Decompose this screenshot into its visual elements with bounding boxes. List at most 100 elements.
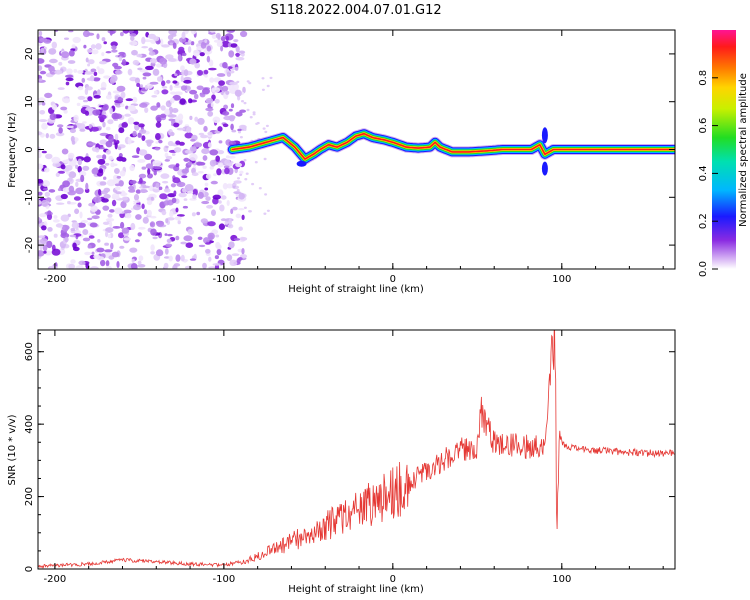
y-tick-label: 0 xyxy=(24,146,35,152)
noise-speckle xyxy=(208,31,216,35)
noise-speckle xyxy=(182,205,188,209)
signal-blob xyxy=(541,127,548,144)
noise-speckle xyxy=(232,206,238,211)
noise-speckle xyxy=(200,134,208,139)
noise-speckle xyxy=(231,253,240,257)
noise-speckle xyxy=(96,33,100,40)
noise-speckle xyxy=(82,121,87,124)
snr-ticks: -200 -100 0 100 0 200 400 600 xyxy=(24,330,675,585)
noise-speckle xyxy=(155,249,164,257)
noise-speckle xyxy=(143,39,152,43)
noise-speckle xyxy=(189,58,197,65)
noise-speckle xyxy=(135,189,141,194)
noise-speckle xyxy=(139,102,148,108)
noise-speckle xyxy=(38,65,43,71)
noise-speckle xyxy=(139,129,147,134)
noise-speckle xyxy=(210,102,214,108)
noise-speckle xyxy=(189,146,197,152)
colorbar-label: Normalized spectral amplitude xyxy=(738,73,749,227)
noise-speckle xyxy=(142,72,152,77)
noise-speckle xyxy=(117,146,122,151)
noise-speckle xyxy=(204,182,209,187)
noise-speckle xyxy=(100,87,107,91)
noise-speckle xyxy=(123,209,132,214)
noise-speckle xyxy=(53,215,58,219)
noise-speckle xyxy=(141,135,146,142)
noise-speckle xyxy=(132,96,138,103)
noise-speckle xyxy=(235,111,243,117)
noise-speckle xyxy=(131,155,140,159)
noise-speckle xyxy=(38,131,43,136)
noise-speckle xyxy=(41,180,51,187)
noise-speckle xyxy=(208,266,217,269)
noise-speckle xyxy=(67,60,76,64)
noise-speckle xyxy=(177,220,181,225)
noise-speckle xyxy=(207,110,214,117)
noise-speckle xyxy=(184,184,194,192)
noise-speckle xyxy=(114,168,120,174)
noise-speckle xyxy=(78,260,86,266)
noise-speckle xyxy=(38,199,42,205)
noise-speckle xyxy=(248,210,252,213)
noise-speckle xyxy=(233,180,242,184)
noise-speckle xyxy=(200,218,208,224)
noise-speckle xyxy=(215,155,220,162)
noise-speckle xyxy=(264,130,268,134)
noise-speckle xyxy=(98,168,104,174)
noise-speckle xyxy=(235,45,240,53)
noise-speckle xyxy=(118,51,126,56)
snr-frame xyxy=(37,329,676,570)
noise-speckle xyxy=(57,188,62,192)
noise-speckle xyxy=(91,168,99,175)
noise-speckle xyxy=(258,187,262,190)
noise-speckle xyxy=(246,80,250,83)
noise-speckle xyxy=(217,162,224,168)
noise-speckle xyxy=(87,96,93,102)
noise-speckle xyxy=(77,165,82,173)
x-tick-label: 100 xyxy=(552,274,571,285)
noise-speckle xyxy=(75,164,79,169)
noise-speckle xyxy=(171,197,177,204)
noise-speckle xyxy=(196,85,204,91)
noise-speckle xyxy=(214,255,219,260)
noise-speckle xyxy=(172,42,177,49)
noise-speckle xyxy=(137,264,146,268)
noise-speckle xyxy=(168,118,175,122)
noise-speckle xyxy=(149,221,156,228)
noise-speckle xyxy=(178,46,185,52)
noise-speckle xyxy=(269,76,273,80)
noise-speckle xyxy=(137,232,142,237)
noise-speckle xyxy=(163,200,170,206)
noise-speckle xyxy=(137,67,143,71)
noise-speckle xyxy=(193,93,199,100)
noise-speckle xyxy=(105,218,115,222)
noise-speckle xyxy=(79,170,87,177)
noise-speckle xyxy=(138,173,147,179)
noise-speckle xyxy=(146,140,152,147)
noise-speckle xyxy=(107,119,114,125)
noise-speckle xyxy=(125,98,133,102)
noise-speckle xyxy=(206,204,214,209)
noise-speckle xyxy=(121,227,130,234)
noise-speckle xyxy=(44,191,50,197)
noise-speckle xyxy=(81,77,86,83)
y-tick-label: 400 xyxy=(24,415,35,434)
noise-speckle xyxy=(127,68,133,76)
noise-speckle xyxy=(239,109,247,113)
noise-speckle xyxy=(118,232,125,239)
noise-speckle xyxy=(236,80,240,84)
y-tick-label: 20 xyxy=(24,48,35,61)
noise-speckle xyxy=(46,240,53,249)
noise-speckle xyxy=(48,65,55,72)
noise-speckle xyxy=(108,155,114,161)
noise-speckle xyxy=(134,239,140,243)
noise-speckle xyxy=(64,164,73,171)
noise-speckle xyxy=(201,200,210,205)
noise-speckle xyxy=(202,87,210,95)
noise-speckle xyxy=(73,68,78,73)
noise-speckle xyxy=(238,124,247,130)
noise-speckle xyxy=(130,263,138,269)
noise-speckle xyxy=(43,187,48,191)
y-tick-label: 0 xyxy=(24,566,35,572)
noise-speckle xyxy=(192,194,197,200)
